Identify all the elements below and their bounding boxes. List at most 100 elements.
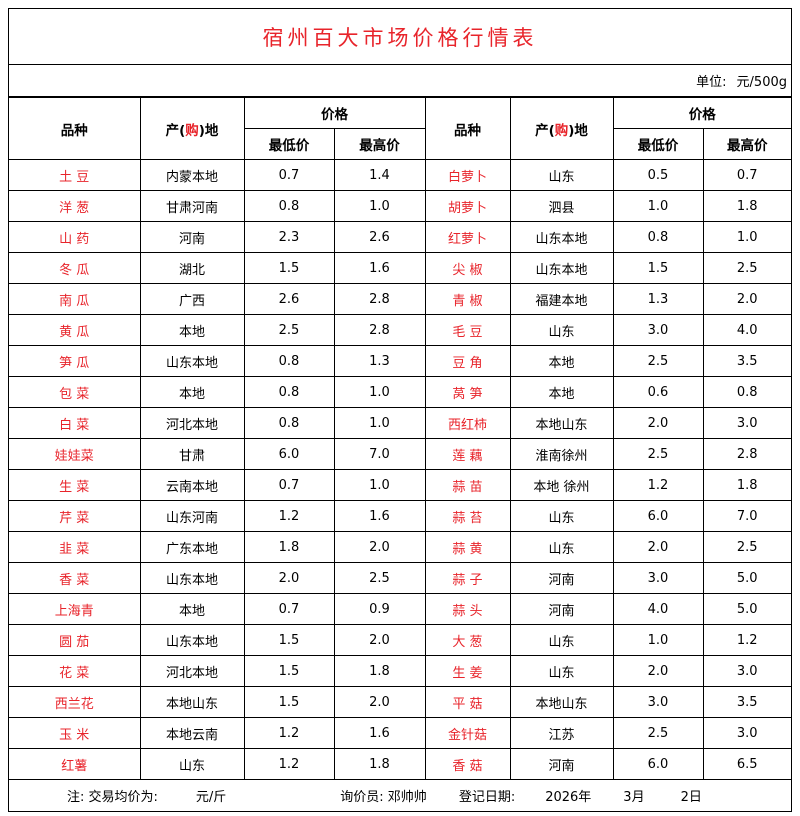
max-price-cell: 2.0 [702, 283, 791, 315]
max-price-cell: 2.0 [333, 531, 426, 563]
variety-cell: 平 菇 [424, 686, 511, 718]
max-price-cell: 3.0 [702, 407, 791, 439]
max-price-cell: 1.6 [333, 252, 426, 284]
max-price-cell: 1.0 [333, 469, 426, 501]
origin-cell: 甘肃河南 [139, 190, 245, 222]
origin-cell: 山东 [509, 531, 614, 563]
max-price-cell: 3.0 [702, 717, 791, 749]
origin-cell: 本地山东 [509, 686, 614, 718]
max-price-cell: 1.6 [333, 717, 426, 749]
max-price-cell: 1.0 [333, 376, 426, 408]
variety-cell: 红萝卜 [424, 221, 511, 253]
min-price-cell: 3.0 [612, 686, 704, 718]
min-price-cell: 2.5 [243, 314, 335, 346]
origin-cell: 湖北 [139, 252, 245, 284]
min-price-cell: 1.5 [612, 252, 704, 284]
table-row: 红薯 山东 1.2 1.8 香 菇河南 6.0 6.5 [9, 748, 791, 780]
table-row: 韭 菜广东本地 1.8 2.0 蒜 黄山东 2.0 2.5 [9, 531, 791, 563]
variety-cell: 包 菜 [9, 376, 141, 408]
min-price-cell: 4.0 [612, 593, 704, 625]
max-price-cell: 6.5 [702, 748, 791, 780]
footer-date-label: 登记日期: [458, 790, 516, 805]
variety-cell: 胡萝卜 [424, 190, 511, 222]
variety-cell: 莴 笋 [424, 376, 511, 408]
header-origin: 产(购)地 [509, 97, 614, 160]
max-price-cell: 2.6 [333, 221, 426, 253]
max-price-cell: 7.0 [702, 500, 791, 532]
max-price-cell: 1.4 [333, 159, 426, 191]
max-price-cell: 3.5 [702, 345, 791, 377]
origin-cell: 本地云南 [139, 717, 245, 749]
max-price-cell: 1.8 [333, 748, 426, 780]
min-price-cell: 2.0 [612, 407, 704, 439]
variety-cell: 黄 瓜 [9, 314, 141, 346]
max-price-cell: 2.0 [333, 686, 426, 718]
table-row: 西兰花 本地山东 1.5 2.0 平 菇本地山东 3.0 3.5 [9, 686, 791, 718]
variety-cell: 香 菇 [424, 748, 511, 780]
min-price-cell: 3.0 [612, 314, 704, 346]
min-price-cell: 2.5 [612, 438, 704, 470]
origin-cell: 本地山东 [139, 686, 245, 718]
sheet-title: 宿州百大市场价格行情表 [9, 9, 791, 65]
min-price-cell: 3.0 [612, 562, 704, 594]
origin-cell: 本地 [139, 593, 245, 625]
header-max: 最高价 [333, 128, 426, 160]
table-row: 玉 米本地云南 1.2 1.6 金针菇 江苏 2.5 3.0 [9, 717, 791, 749]
min-price-cell: 2.0 [612, 655, 704, 687]
origin-cell: 山东 [139, 748, 245, 780]
origin-cell: 河南 [509, 748, 614, 780]
origin-cell: 云南本地 [139, 469, 245, 501]
table-row: 土 豆内蒙本地 0.7 1.4 白萝卜 山东 0.5 0.7 [9, 159, 791, 191]
min-price-cell: 6.0 [612, 748, 704, 780]
min-price-cell: 1.0 [612, 190, 704, 222]
variety-cell: 洋 葱 [9, 190, 141, 222]
min-price-cell: 0.8 [243, 190, 335, 222]
min-price-cell: 0.8 [243, 345, 335, 377]
min-price-cell: 2.6 [243, 283, 335, 315]
max-price-cell: 2.5 [333, 562, 426, 594]
table-row: 白 菜河北本地 0.8 1.0 西红柿 本地山东 2.0 3.0 [9, 407, 791, 439]
max-price-cell: 1.8 [702, 469, 791, 501]
origin-cell: 淮南徐州 [509, 438, 614, 470]
max-price-cell: 1.2 [702, 624, 791, 656]
min-price-cell: 0.8 [243, 407, 335, 439]
variety-cell: 香 菜 [9, 562, 141, 594]
min-price-cell: 0.7 [243, 593, 335, 625]
min-price-cell: 0.7 [243, 469, 335, 501]
origin-cell: 山东本地 [139, 624, 245, 656]
max-price-cell: 1.6 [333, 500, 426, 532]
origin-cell: 本地 [509, 376, 614, 408]
header-min: 最低价 [244, 128, 335, 160]
origin-cell: 本地 徐州 [509, 469, 614, 501]
unit-label: 单位: [696, 75, 727, 90]
min-price-cell: 2.5 [612, 345, 704, 377]
min-price-cell: 0.8 [612, 221, 704, 253]
table-row: 生 菜云南本地 0.7 1.0 蒜 苗本地 徐州 1.2 1.8 [9, 469, 791, 501]
min-price-cell: 1.2 [612, 469, 704, 501]
price-table: 品种 产(购)地 价格 品种 产(购)地 价格 最低价 最高价 最低价 最高价 … [9, 97, 791, 780]
max-price-cell: 7.0 [333, 438, 426, 470]
variety-cell: 南 瓜 [9, 283, 141, 315]
min-price-cell: 0.8 [243, 376, 335, 408]
table-row: 包 菜本地 0.8 1.0 莴 笋本地 0.6 0.8 [9, 376, 791, 408]
variety-cell: 白 菜 [9, 407, 141, 439]
max-price-cell: 2.8 [333, 283, 426, 315]
footer-note-unit: 元/斤 [195, 790, 227, 805]
variety-cell: 蒜 苔 [424, 500, 511, 532]
variety-cell: 土 豆 [9, 159, 141, 191]
variety-cell: 大 葱 [424, 624, 511, 656]
min-price-cell: 2.5 [612, 717, 704, 749]
origin-cell: 内蒙本地 [139, 159, 245, 191]
price-sheet: 宿州百大市场价格行情表 单位: 元/500g 品种 产(购)地 价格 品种 产(… [8, 8, 792, 812]
variety-cell: 毛 豆 [424, 314, 511, 346]
max-price-cell: 0.7 [702, 159, 791, 191]
max-price-cell: 3.5 [702, 686, 791, 718]
max-price-cell: 0.9 [333, 593, 426, 625]
header-variety: 品种 [9, 97, 141, 160]
min-price-cell: 0.7 [243, 159, 335, 191]
variety-cell: 尖 椒 [424, 252, 511, 284]
variety-cell: 玉 米 [9, 717, 141, 749]
max-price-cell: 1.8 [702, 190, 791, 222]
variety-cell: 生 菜 [9, 469, 141, 501]
origin-cell: 河南 [509, 562, 614, 594]
